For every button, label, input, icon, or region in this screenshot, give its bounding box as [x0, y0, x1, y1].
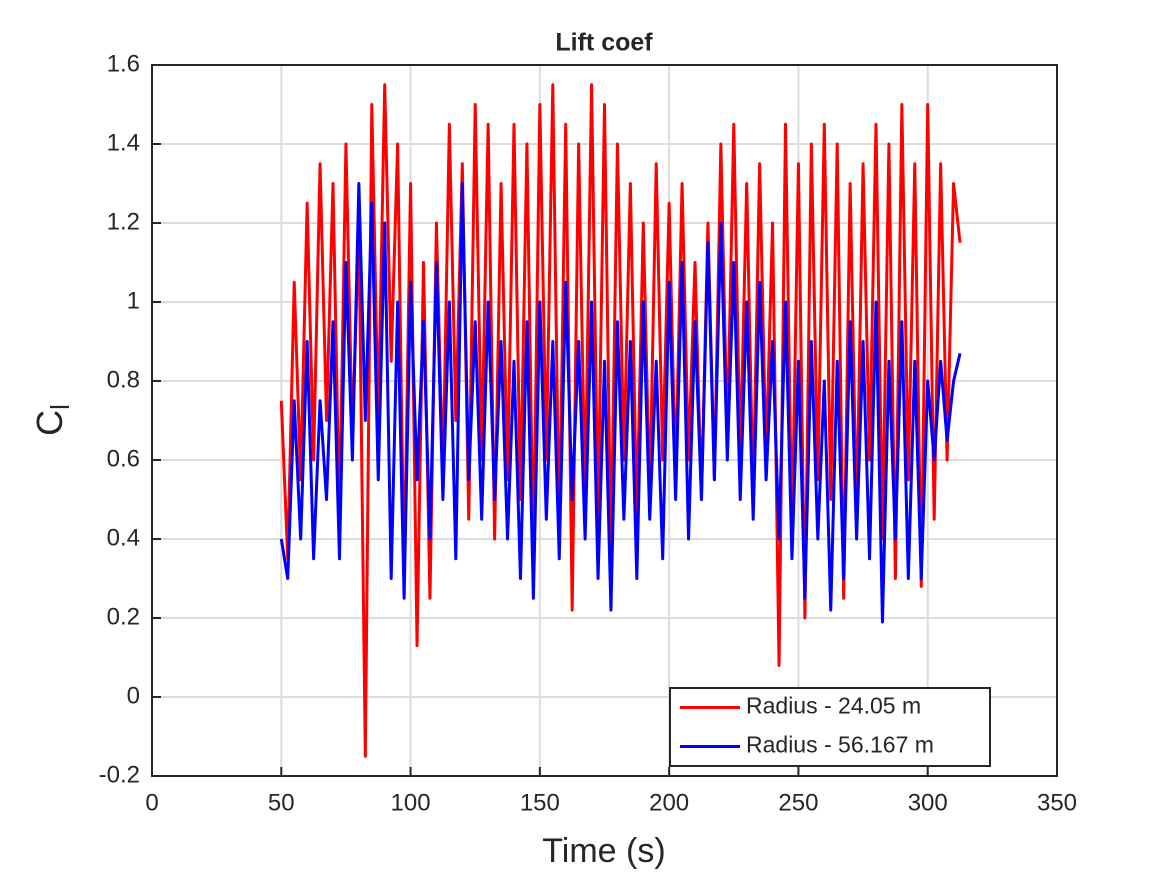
- y-tick-label: 1.2: [107, 208, 140, 235]
- x-tick-label: 100: [391, 789, 431, 816]
- y-tick-label: 0.8: [107, 366, 140, 393]
- x-axis-label: Time (s): [542, 832, 665, 870]
- y-label-base: C: [29, 410, 70, 436]
- y-tick-label: 0: [127, 682, 140, 709]
- y-axis-label: Cl: [29, 404, 75, 436]
- plot-frame: [151, 64, 1058, 777]
- y-label-subscript: l: [45, 404, 75, 410]
- x-tick-label: 350: [1037, 789, 1077, 816]
- y-tick-label: 1: [127, 287, 140, 314]
- x-tick-label: 300: [908, 789, 948, 816]
- line-series: [279, 182, 962, 624]
- y-tick-label: 1.6: [107, 50, 140, 77]
- x-tick-label: 50: [268, 789, 295, 816]
- x-tick-label: 150: [520, 789, 560, 816]
- x-tick-label: 200: [649, 789, 689, 816]
- y-tick-label: 1.4: [107, 129, 140, 156]
- legend-label: Radius - 24.05 m: [746, 693, 921, 719]
- y-tick-label: 0.2: [107, 603, 140, 630]
- legend-label: Radius - 56.167 m: [746, 732, 934, 758]
- legend: Radius - 24.05 m Radius - 56.167 m: [669, 687, 991, 767]
- chart-title: Lift coef: [555, 29, 653, 57]
- x-tick-label: 0: [145, 789, 158, 816]
- legend-box: [669, 687, 991, 767]
- y-tick-label: -0.2: [99, 761, 140, 788]
- x-tick-label: 250: [778, 789, 818, 816]
- y-tick-label: 0.4: [107, 524, 140, 551]
- y-tick-label: 0.6: [107, 445, 140, 472]
